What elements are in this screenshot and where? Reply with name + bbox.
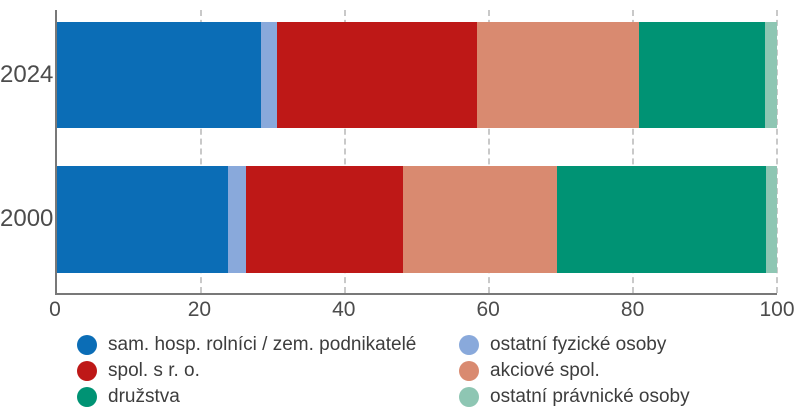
- x-tick-label-20: 20: [187, 298, 212, 321]
- bar-segment-2024-2: [277, 22, 477, 128]
- x-tick-label-80: 80: [620, 298, 645, 321]
- legend-swatch-icon: [77, 361, 97, 381]
- gridline-20: [200, 10, 202, 293]
- bar-segment-2024-3: [476, 22, 640, 128]
- bar-segment-2024-5: [764, 22, 777, 128]
- category-label-2024: 2024: [0, 61, 54, 88]
- bar-segment-2000-4: [556, 166, 767, 273]
- bar-segment-2000-2: [246, 166, 404, 273]
- legend-label: spol. s r. o.: [108, 360, 200, 381]
- legend-label: družstva: [108, 386, 180, 407]
- gridline-60: [488, 10, 490, 293]
- legend-swatch-icon: [459, 335, 479, 355]
- x-tick-label-60: 60: [476, 298, 500, 321]
- legend-swatch-icon: [77, 387, 97, 407]
- gridline-100: [776, 10, 778, 293]
- legend-item-3: akciové spol.: [459, 358, 690, 384]
- legend-label: ostatní právnické osoby: [490, 386, 690, 407]
- x-tick-label-0: 0: [49, 298, 61, 321]
- bar-segment-2000-5: [766, 166, 777, 273]
- legend-item-0: sam. hosp. rolníci / zem. podnikatelé: [77, 332, 416, 358]
- plot-area: [55, 10, 778, 295]
- bar-2000: [57, 166, 777, 273]
- gridline-80: [632, 10, 634, 293]
- bar-2024: [57, 22, 777, 128]
- legend-item-1: ostatní fyzické osoby: [459, 332, 690, 358]
- legend-label: sam. hosp. rolníci / zem. podnikatelé: [108, 334, 417, 355]
- bar-segment-2000-3: [403, 166, 557, 273]
- category-label-2000: 2000: [0, 205, 54, 232]
- x-tick-label-100: 100: [759, 298, 795, 321]
- bar-segment-2000-1: [227, 166, 247, 273]
- legend-swatch-icon: [459, 361, 479, 381]
- legend-item-5: ostatní právnické osoby: [459, 384, 690, 410]
- legend-item-2: spol. s r. o.: [77, 358, 416, 384]
- legend-column-1: ostatní fyzické osoby akciové spol. ostatn…: [459, 332, 690, 410]
- bar-segment-2024-1: [260, 22, 278, 128]
- legend-item-4: družstva: [77, 384, 416, 410]
- bar-segment-2000-0: [57, 166, 228, 273]
- legend-label: akciové spol.: [490, 360, 600, 381]
- x-tick-label-40: 40: [332, 298, 356, 321]
- legend-label: ostatní fyzické osoby: [490, 334, 667, 355]
- legend-swatch-icon: [459, 387, 479, 407]
- legend-column-0: sam. hosp. rolníci / zem. podnikatelé spo…: [77, 332, 416, 410]
- legend-swatch-icon: [77, 335, 97, 355]
- gridline-40: [344, 10, 346, 293]
- bar-segment-2024-0: [57, 22, 261, 128]
- bar-segment-2024-4: [639, 22, 765, 128]
